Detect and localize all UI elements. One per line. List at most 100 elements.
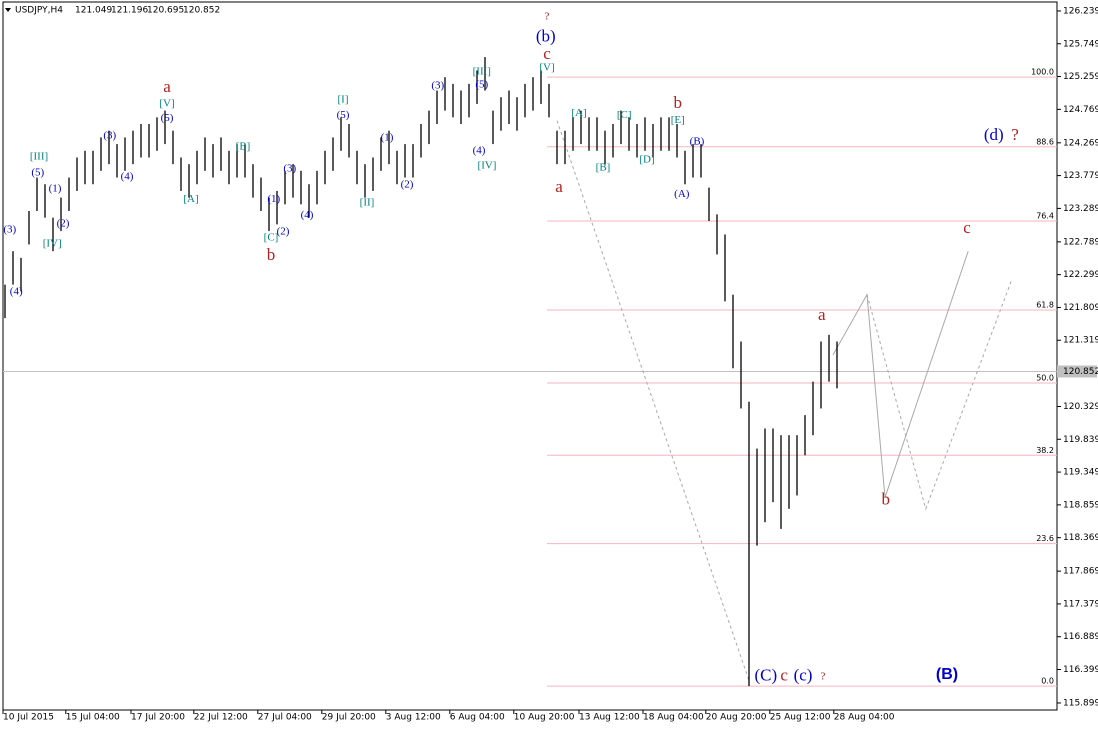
x-tick-label: 10 Aug 20:00 xyxy=(514,713,575,723)
wave-label: (5) xyxy=(475,79,488,91)
y-tick-label: 124.269 xyxy=(1063,138,1098,148)
symbol: USDJPY,H4 xyxy=(15,6,63,16)
y-tick-label: 122.299 xyxy=(1063,270,1098,280)
wave-label: [C] xyxy=(617,109,632,121)
wave-label: (1) xyxy=(267,193,280,205)
fib-label: 76.4 xyxy=(1036,212,1054,221)
projection-line xyxy=(866,278,1013,511)
wave-label: [V] xyxy=(159,97,174,109)
y-tick-label: 117.869 xyxy=(1063,567,1098,577)
wave-label: [E] xyxy=(671,114,685,126)
wave-label: [IV] xyxy=(478,160,497,172)
menu-triangle[interactable] xyxy=(5,8,11,12)
wave-label: [V] xyxy=(539,61,554,73)
y-tick-label: 117.379 xyxy=(1063,599,1098,609)
wave-label: b xyxy=(882,490,891,509)
wave-label: (2) xyxy=(401,178,414,190)
y-tick-label: 126.239 xyxy=(1063,6,1098,16)
wave-label: (c) xyxy=(794,666,813,685)
wave-label: [III] xyxy=(30,150,48,162)
header-high: 121.196 xyxy=(111,6,148,16)
fib-label: 23.6 xyxy=(1036,534,1054,543)
fib-label: 50.0 xyxy=(1036,374,1054,383)
y-tick-label: 121.809 xyxy=(1063,303,1098,313)
x-tick-label: 20 Aug 20:00 xyxy=(706,713,767,723)
wave-label: (d) xyxy=(984,125,1004,144)
wave-label: (5) xyxy=(31,166,44,178)
y-tick-label: 121.319 xyxy=(1063,336,1098,346)
wave-label: (b) xyxy=(536,27,556,46)
wave-label: (B) xyxy=(690,136,705,148)
wave-label: (4) xyxy=(121,170,134,182)
plot-frame xyxy=(2,1,1058,711)
y-tick-label: 119.349 xyxy=(1063,468,1098,478)
wave-label: (A) xyxy=(674,188,690,200)
y-tick-label: 116.399 xyxy=(1063,665,1098,675)
wave-label: (4) xyxy=(473,144,486,156)
y-tick-label: 120.329 xyxy=(1063,402,1098,412)
header-low: 120.695 xyxy=(147,6,184,16)
wave-label: [III] xyxy=(473,65,491,77)
y-tick-label: 118.369 xyxy=(1063,533,1098,543)
y-tick-label: 116.889 xyxy=(1063,632,1098,642)
header-open: 121.049 xyxy=(75,6,112,16)
fib-label: 38.2 xyxy=(1036,446,1054,455)
x-tick-label: 18 Aug 04:00 xyxy=(643,713,704,723)
y-tick-label: 123.779 xyxy=(1063,171,1098,181)
wave-label: [II] xyxy=(360,197,375,209)
wave-label: [C] xyxy=(264,231,279,243)
y-tick-label: 118.859 xyxy=(1063,500,1098,510)
x-tick-label: 27 Jul 04:00 xyxy=(258,713,312,723)
projection-line xyxy=(556,120,751,683)
wave-label: [A] xyxy=(183,193,198,205)
x-tick-label: 28 Aug 04:00 xyxy=(834,713,895,723)
x-tick-label: 29 Jul 20:00 xyxy=(322,713,376,723)
wave-label: a xyxy=(555,177,563,196)
wave-label: [D] xyxy=(639,154,654,166)
price-tag-label: 120.852 xyxy=(1063,367,1098,377)
wave-label: c xyxy=(963,218,971,237)
y-tick-label: 115.899 xyxy=(1063,698,1098,708)
wave-label: (3) xyxy=(431,79,444,91)
wave-label: [B] xyxy=(596,162,611,174)
y-tick-label: 124.769 xyxy=(1063,105,1098,115)
fib-label: 0.0 xyxy=(1041,677,1054,686)
y-tick-label: 125.749 xyxy=(1063,39,1098,49)
x-tick-label: 15 Jul 04:00 xyxy=(66,713,120,723)
wave-label: [I] xyxy=(338,93,349,105)
price-tag xyxy=(1057,365,1097,378)
wave-label: (4) xyxy=(301,209,314,221)
x-tick-label: 22 Jul 12:00 xyxy=(194,713,248,723)
x-tick-label: 3 Aug 12:00 xyxy=(386,713,441,723)
wave-label: (2) xyxy=(277,225,290,237)
wave-label: [A] xyxy=(571,107,586,119)
y-tick-label: 119.839 xyxy=(1063,435,1098,445)
wave-label: b xyxy=(267,245,276,264)
y-tick-label: 123.289 xyxy=(1063,204,1098,214)
wave-label: (B) xyxy=(936,666,958,683)
fib-label: 88.6 xyxy=(1036,137,1054,146)
wave-label: [IV] xyxy=(43,237,62,249)
wave-label: (3) xyxy=(283,162,296,174)
wave-label: (1) xyxy=(381,132,394,144)
wave-label: (5) xyxy=(161,112,174,124)
wave-label: a xyxy=(818,305,826,324)
wave-label: (1) xyxy=(49,182,62,194)
wave-label: a xyxy=(163,77,171,96)
wave-label: (5) xyxy=(337,109,350,121)
wave-label: (4) xyxy=(10,286,23,298)
fib-label: 61.8 xyxy=(1036,301,1054,310)
wave-label: (3) xyxy=(103,130,116,142)
x-tick-label: 13 Aug 12:00 xyxy=(579,713,640,723)
wave-label: (C) xyxy=(754,666,777,685)
y-tick-label: 122.789 xyxy=(1063,237,1098,247)
projection-line xyxy=(832,251,969,498)
wave-label: ? xyxy=(545,10,550,22)
wave-label: b xyxy=(674,93,683,112)
fib-label: 100.0 xyxy=(1031,68,1054,77)
y-tick-label: 125.259 xyxy=(1063,72,1098,82)
wave-label: c xyxy=(780,666,788,685)
header-close: 120.852 xyxy=(183,6,220,16)
x-tick-label: 17 Jul 20:00 xyxy=(131,713,185,723)
